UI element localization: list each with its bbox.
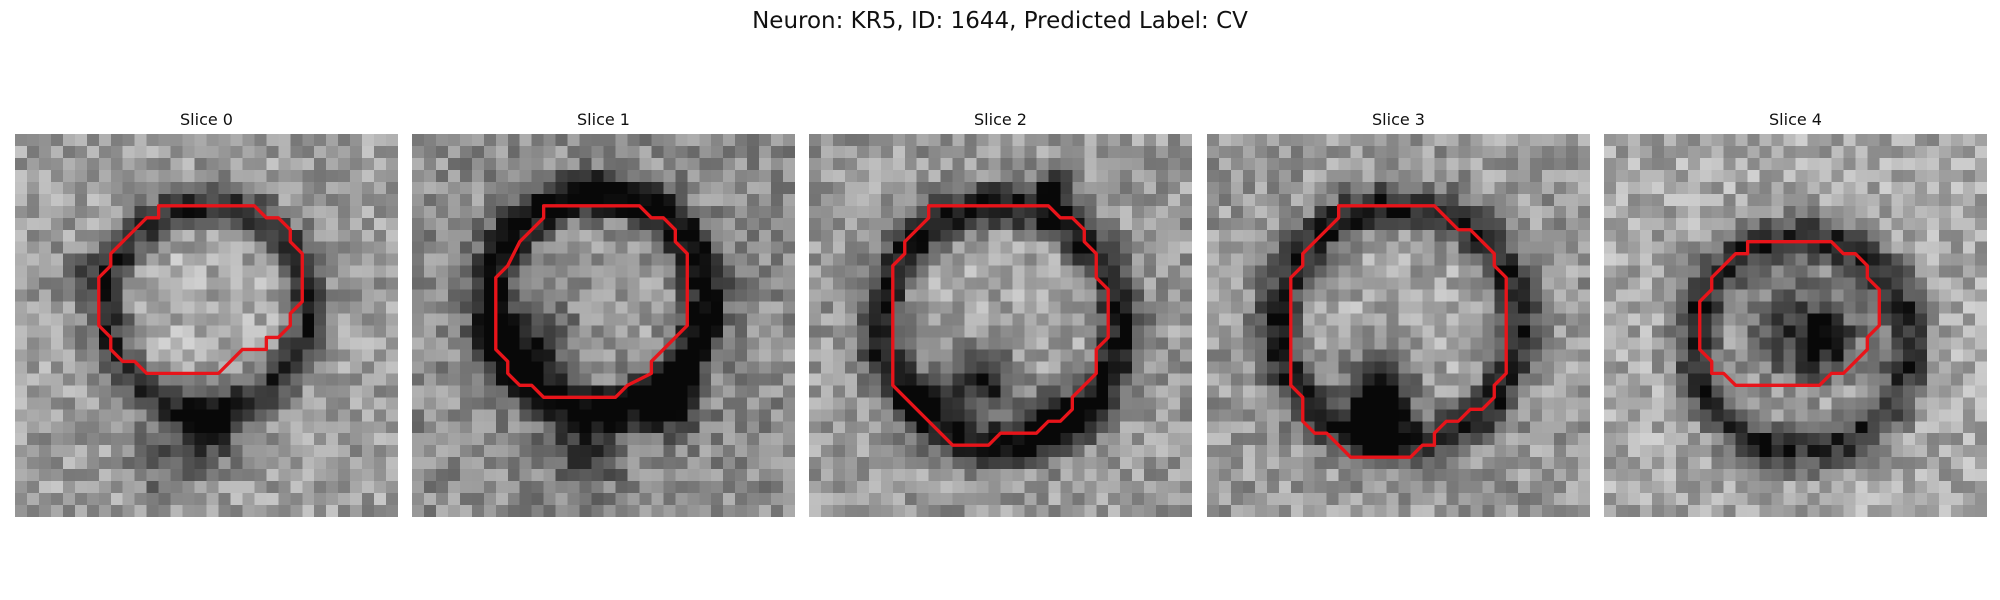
slice-panel-2: Slice 2 [809,108,1192,517]
figure-title: Neuron: KR5, ID: 1644, Predicted Label: … [752,8,1248,34]
slice-title-3: Slice 3 [1372,110,1425,129]
slice-image-0 [15,134,398,517]
slice-panel-0: Slice 0 [15,108,398,517]
slice-image-1 [412,134,795,517]
slice-image-2 [809,134,1192,517]
slice-title-4: Slice 4 [1769,110,1822,129]
slice-title-1: Slice 1 [577,110,630,129]
slice-panel-1: Slice 1 [412,108,795,517]
slice-panel-4: Slice 4 [1604,108,1987,517]
roi-contour-3 [1289,204,1508,459]
slice-panel-3: Slice 3 [1207,108,1590,517]
roi-contour-2 [891,204,1110,447]
slice-image-4 [1604,134,1987,517]
slice-title-0: Slice 0 [180,110,233,129]
roi-contour-0 [97,204,304,376]
slice-image-3 [1207,134,1590,517]
roi-contour-4 [1698,240,1881,388]
roi-contour-1 [494,204,689,399]
slice-title-2: Slice 2 [974,110,1027,129]
